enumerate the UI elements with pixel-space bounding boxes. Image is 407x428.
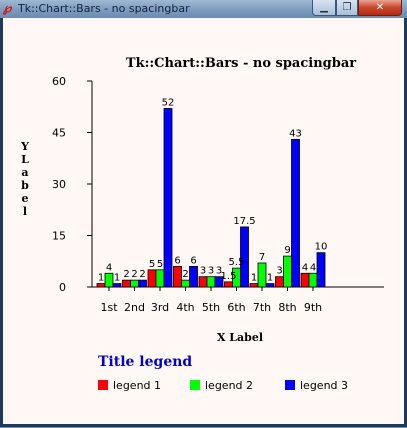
value-label: 1 <box>251 273 257 284</box>
bar <box>139 280 147 287</box>
minimize-icon: ▁ <box>320 2 328 13</box>
close-button[interactable]: ✕ <box>358 0 402 16</box>
bar <box>284 256 292 287</box>
value-label: 1 <box>114 273 120 284</box>
legend-label: legend 1 <box>113 379 161 392</box>
close-icon: ✕ <box>376 2 384 13</box>
y-tick-label: 45 <box>52 127 66 140</box>
chart-title: Tk::Chart::Bars - no spacingbar <box>126 56 356 71</box>
bar <box>250 284 258 287</box>
x-axis-label: X Label <box>217 331 263 344</box>
bar <box>123 280 131 287</box>
value-label: 1 <box>98 273 104 284</box>
value-label: 4 <box>302 262 308 273</box>
bar <box>156 270 164 287</box>
title-bar[interactable]: ℘ Tk::Chart::Bars - no spacingbar ▁ ❐ ✕ <box>0 0 407 18</box>
value-label: 2 <box>182 269 188 280</box>
bar <box>266 284 274 287</box>
value-label: 43 <box>289 128 302 139</box>
y-axis: 0 15 30 45 60 <box>52 75 92 294</box>
x-tick-label: 7th <box>253 301 271 314</box>
value-label: 2 <box>139 269 145 280</box>
y-tick-label: 0 <box>59 281 66 294</box>
maximize-button[interactable]: ❐ <box>336 0 358 16</box>
bar <box>309 273 317 287</box>
x-tick-label: 1st <box>100 301 118 314</box>
x-tick-label: 8th <box>278 301 296 314</box>
legend-swatch <box>190 380 200 390</box>
x-tick-label: 4th <box>176 301 194 314</box>
bar <box>148 270 156 287</box>
value-label: 17.5 <box>233 216 255 227</box>
bar <box>164 108 172 287</box>
value-label: 3 <box>276 266 282 277</box>
legend-label: legend 3 <box>300 379 348 392</box>
bar <box>105 273 113 287</box>
value-label: 1.5 <box>221 271 237 282</box>
bar <box>292 139 300 287</box>
x-tick-label: 5th <box>202 301 220 314</box>
tk-feather-icon: ℘ <box>3 1 17 15</box>
bar <box>258 263 266 287</box>
bar <box>97 284 105 287</box>
legend: legend 1 legend 2 legend 3 <box>98 379 348 392</box>
bar <box>190 266 198 287</box>
y-tick-label: 60 <box>52 75 66 88</box>
x-axis: 1st 2nd 3rd 4th 5th 6th 7th 8th 9th <box>92 287 384 314</box>
x-tick-label: 3rd <box>151 301 169 314</box>
window-title: Tk::Chart::Bars - no spacingbar <box>18 2 190 15</box>
value-label: 6 <box>174 255 180 266</box>
bar <box>199 277 207 287</box>
x-tick-label: 2nd <box>124 301 145 314</box>
legend-label: legend 2 <box>205 379 253 392</box>
bar <box>276 277 284 287</box>
value-label: 2 <box>123 269 129 280</box>
maximize-icon: ❐ <box>343 2 352 13</box>
bar <box>174 266 182 287</box>
value-label: 9 <box>284 245 290 256</box>
value-label: 7 <box>259 252 265 263</box>
bar <box>301 273 309 287</box>
value-label: 4 <box>310 262 316 273</box>
bar <box>225 282 233 287</box>
x-tick-label: 6th <box>227 301 245 314</box>
y-tick-label: 30 <box>52 178 66 191</box>
value-label: 4 <box>106 262 112 273</box>
bar <box>131 280 139 287</box>
value-label: 5 <box>149 259 155 270</box>
minimize-button[interactable]: ▁ <box>312 0 336 16</box>
value-label: 5 <box>157 259 163 270</box>
y-tick-label: 15 <box>52 230 66 243</box>
value-label: 3 <box>208 266 214 277</box>
value-label: 5.5 <box>229 257 245 268</box>
bar <box>207 277 215 287</box>
bar <box>182 280 190 287</box>
value-label: 3 <box>200 266 206 277</box>
legend-title: Title legend <box>98 354 192 370</box>
legend-swatch <box>98 380 108 390</box>
value-label: 1 <box>267 273 273 284</box>
bar <box>317 253 325 287</box>
value-label: 52 <box>162 97 175 108</box>
x-tick-label: 9th <box>304 301 322 314</box>
legend-swatch <box>285 380 295 390</box>
value-label: 2 <box>131 269 137 280</box>
value-label: 10 <box>315 242 328 253</box>
bar <box>113 284 121 287</box>
value-label: 6 <box>190 255 196 266</box>
